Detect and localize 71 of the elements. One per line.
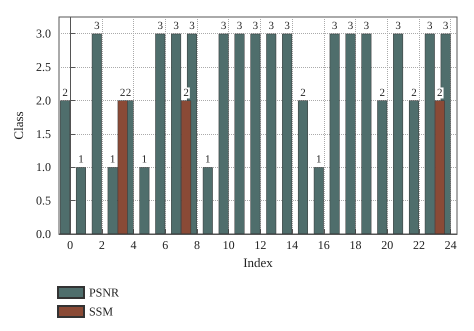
y-tick-label: 3.0 bbox=[36, 26, 51, 41]
x-tick-label: 8 bbox=[194, 238, 200, 252]
bar bbox=[92, 34, 102, 234]
bar bbox=[346, 34, 356, 234]
data-label: 2 bbox=[62, 86, 68, 99]
data-label: 3 bbox=[173, 20, 180, 32]
y-tick-label: 0.0 bbox=[36, 227, 51, 241]
y-tick-label: 2.0 bbox=[36, 93, 51, 108]
bar bbox=[330, 34, 340, 234]
data-label: 3 bbox=[395, 20, 402, 32]
data-label: 1 bbox=[316, 154, 322, 166]
data-label: 1 bbox=[205, 154, 211, 166]
data-label: 2 bbox=[437, 86, 443, 99]
bar bbox=[393, 34, 404, 234]
bar bbox=[377, 100, 388, 234]
bar bbox=[218, 34, 229, 234]
data-label: 3 bbox=[189, 20, 196, 32]
bar bbox=[202, 167, 213, 234]
legend-label: SSM bbox=[89, 304, 114, 318]
bar bbox=[155, 34, 166, 234]
bar bbox=[76, 167, 86, 234]
x-tick-label: 10 bbox=[222, 238, 235, 252]
x-tick-label: 6 bbox=[162, 238, 168, 252]
x-tick-label: 0 bbox=[67, 238, 74, 252]
data-label: 3 bbox=[157, 20, 164, 32]
bar bbox=[250, 34, 260, 234]
x-tick-label: 2 bbox=[98, 238, 105, 252]
bar bbox=[298, 100, 308, 234]
data-label: 3 bbox=[94, 20, 100, 32]
data-label: 2 bbox=[411, 86, 417, 99]
data-label: 1 bbox=[78, 154, 84, 166]
data-label: 2 bbox=[379, 86, 385, 99]
data-label: 3 bbox=[236, 20, 243, 32]
x-tick-label: 22 bbox=[412, 238, 425, 252]
bar bbox=[139, 167, 150, 234]
data-label: 3 bbox=[364, 20, 370, 32]
y-tick-label: 0.5 bbox=[36, 194, 51, 208]
data-label: 3 bbox=[220, 20, 227, 32]
data-label: 1 bbox=[142, 154, 148, 166]
data-label: 3 bbox=[427, 20, 434, 32]
data-label: 2 bbox=[300, 86, 306, 99]
data-label: 2 bbox=[126, 86, 132, 99]
x-tick-label: 14 bbox=[286, 238, 298, 252]
x-tick-label: 16 bbox=[318, 238, 330, 252]
x-tick-label: 24 bbox=[444, 238, 457, 252]
data-label: 3 bbox=[284, 20, 290, 32]
data-label: 3 bbox=[442, 20, 449, 32]
y-axis-title: Class bbox=[11, 111, 26, 140]
y-tick-label: 1.5 bbox=[36, 126, 51, 141]
bar bbox=[60, 100, 70, 234]
bar bbox=[234, 34, 245, 234]
bar bbox=[266, 34, 276, 234]
data-label: 3 bbox=[332, 20, 338, 32]
data-label: 2 bbox=[120, 86, 126, 99]
x-tick-label: 20 bbox=[381, 238, 394, 252]
data-label: 3 bbox=[348, 20, 354, 32]
data-label: 2 bbox=[183, 86, 189, 99]
data-label: 3 bbox=[252, 20, 259, 32]
bar bbox=[361, 34, 372, 234]
bar bbox=[314, 167, 324, 234]
y-tick-label: 2.5 bbox=[36, 60, 51, 74]
legend-label: PSNR bbox=[89, 286, 120, 300]
data-label: 1 bbox=[110, 154, 116, 166]
bar bbox=[408, 100, 419, 234]
bar bbox=[282, 34, 292, 234]
x-axis-title: Index bbox=[243, 254, 274, 270]
x-tick-label: 18 bbox=[350, 238, 362, 252]
x-tick-label: 4 bbox=[130, 238, 137, 252]
data-label: 3 bbox=[268, 20, 274, 32]
x-tick-label: 12 bbox=[254, 238, 266, 252]
y-tick-label: 1.0 bbox=[36, 160, 51, 174]
